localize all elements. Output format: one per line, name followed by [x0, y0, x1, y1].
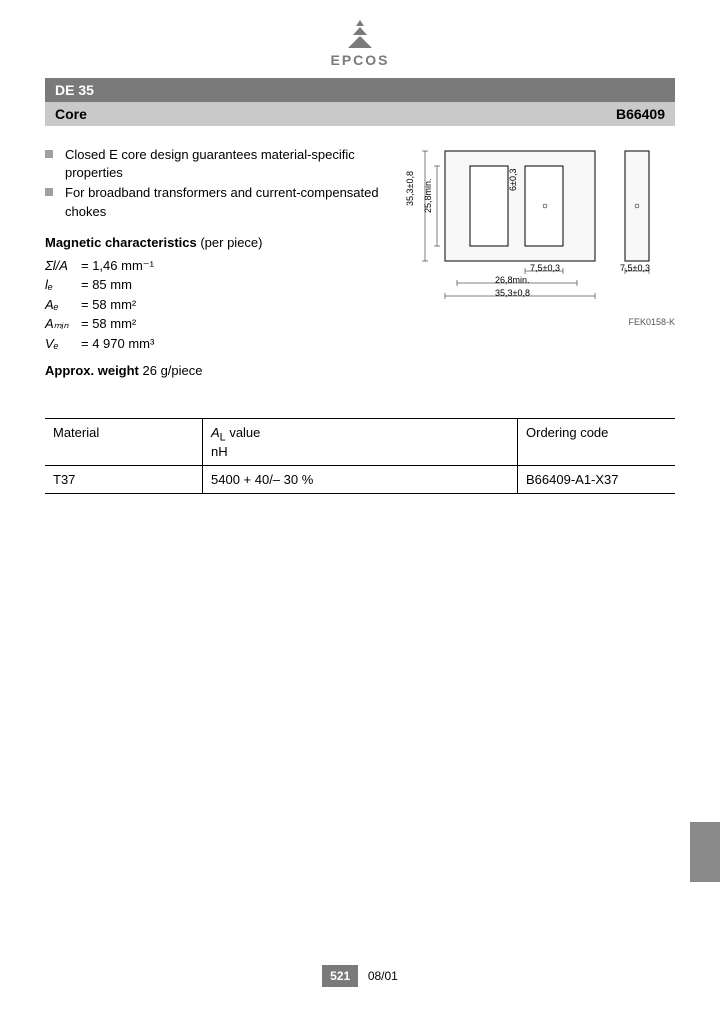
drawing-svg [395, 141, 675, 311]
mag-row: lₑ= 85 mm [45, 275, 385, 295]
table-header-row: Material AL value nH Ordering code [45, 419, 675, 466]
feature-bullets: Closed E core design guarantees material… [45, 146, 385, 221]
weight-line: Approx. weight 26 g/piece [45, 363, 385, 378]
mag-row: Σl/A= 1,46 mm⁻¹ [45, 256, 385, 276]
dim-side-w: 7,5±0,3 [620, 263, 650, 273]
technical-drawing: 35,3±0,8 25,8min. 6±0,3 7,5±0,3 26,8min.… [395, 141, 675, 327]
side-tab [690, 822, 720, 882]
mag-sym: Aₘᵢₙ [45, 314, 81, 334]
mag-characteristics: Σl/A= 1,46 mm⁻¹ lₑ= 85 mm Aₑ= 58 mm² Aₘᵢ… [45, 256, 385, 354]
header-bar-model: DE 35 [45, 78, 675, 102]
weight-value: 26 g/piece [139, 363, 203, 378]
dim-h-outer: 35,3±0,8 [405, 171, 415, 206]
content-area: Closed E core design guarantees material… [45, 126, 675, 494]
brand-name: EPCOS [0, 52, 720, 68]
mag-sym: Vₑ [45, 334, 81, 354]
bullet-item: For broadband transformers and current-c… [45, 184, 385, 220]
col-material: Material [45, 419, 203, 466]
mag-val: = 85 mm [81, 275, 132, 295]
left-column: Closed E core design guarantees material… [45, 146, 385, 378]
mag-sym: lₑ [45, 275, 81, 295]
mag-row: Aₑ= 58 mm² [45, 295, 385, 315]
mag-sym: Aₑ [45, 295, 81, 315]
dim-gap: 6±0,3 [508, 169, 518, 191]
page-date: 08/01 [368, 969, 398, 983]
cell-ordering: B66409-A1-X37 [518, 465, 676, 493]
al-text: value [226, 425, 261, 440]
dim-w-inner: 26,8min. [495, 275, 530, 285]
col-al-value: AL value nH [203, 419, 518, 466]
col-ordering: Ordering code [518, 419, 676, 466]
header-title: Core [55, 106, 87, 122]
logo-area: EPCOS [0, 0, 720, 78]
header-partno: B66409 [616, 106, 665, 122]
mag-heading-text: Magnetic characteristics [45, 235, 197, 250]
mag-val: = 4 970 mm³ [81, 334, 154, 354]
header-bar-part: Core B66409 [45, 102, 675, 126]
al-unit: nH [211, 444, 228, 459]
cell-material: T37 [45, 465, 203, 493]
mag-heading: Magnetic characteristics (per piece) [45, 235, 385, 250]
brand-logo-icon [345, 20, 375, 48]
mag-sym: Σl/A [45, 256, 81, 276]
al-symbol: A [211, 425, 220, 440]
table-row: T37 5400 + 40/– 30 % B66409-A1-X37 [45, 465, 675, 493]
page-number: 521 [322, 965, 358, 987]
bullet-item: Closed E core design guarantees material… [45, 146, 385, 182]
mag-heading-suffix: (per piece) [197, 235, 263, 250]
dim-slot-w: 7,5±0,3 [530, 263, 560, 273]
ordering-table: Material AL value nH Ordering code T37 5… [45, 418, 675, 494]
dim-h-inner: 25,8min. [423, 178, 433, 213]
dim-w-outer: 35,3±0,8 [495, 288, 530, 298]
mag-val: = 1,46 mm⁻¹ [81, 256, 154, 276]
page-footer: 521 08/01 [0, 965, 720, 987]
weight-label: Approx. weight [45, 363, 139, 378]
mag-row: Vₑ= 4 970 mm³ [45, 334, 385, 354]
cell-al: 5400 + 40/– 30 % [203, 465, 518, 493]
mag-val: = 58 mm² [81, 295, 136, 315]
mag-row: Aₘᵢₙ= 58 mm² [45, 314, 385, 334]
mag-val: = 58 mm² [81, 314, 136, 334]
drawing-ref: FEK0158-K [395, 317, 675, 327]
